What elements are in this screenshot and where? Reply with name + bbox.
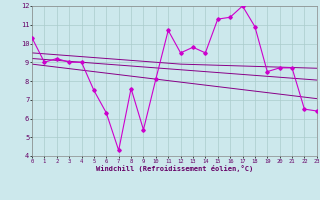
X-axis label: Windchill (Refroidissement éolien,°C): Windchill (Refroidissement éolien,°C) [96, 165, 253, 172]
